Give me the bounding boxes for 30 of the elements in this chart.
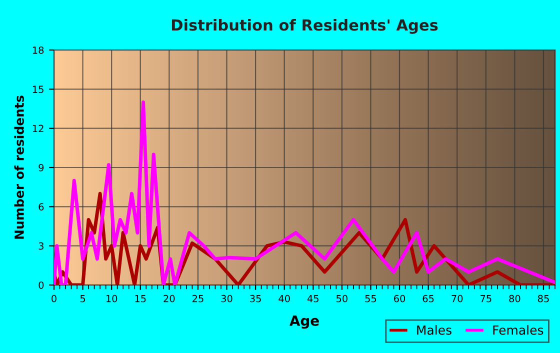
x-tick-label: 45: [307, 295, 318, 302]
y-tick-label: 6: [38, 203, 44, 210]
x-tick-label: 35: [250, 294, 261, 302]
x-tick-label: 20: [164, 294, 175, 302]
x-tick-label: 55: [365, 295, 376, 302]
y-tick-label: 3: [38, 242, 44, 250]
x-tick-label: 40: [278, 294, 290, 302]
y-tick-label: 9: [38, 164, 44, 172]
x-axis-title: Age: [290, 316, 319, 329]
x-tick-label: 25: [192, 294, 204, 302]
y-tick-label: 18: [32, 46, 44, 54]
y-tick-label: 12: [32, 124, 44, 132]
x-tick-label: 75: [480, 295, 492, 302]
legend-label: Males: [417, 325, 452, 335]
y-tick-label: 0: [38, 281, 44, 289]
x-tick-label: 10: [106, 294, 118, 302]
x-tick-label: 60: [394, 294, 406, 302]
x-tick-label: 0: [52, 294, 56, 302]
x-tick-label: 50: [336, 294, 348, 302]
x-tick-label: 80: [509, 294, 520, 302]
x-tick-label: 70: [452, 294, 463, 302]
y-axis-title: Number of residents: [14, 96, 24, 239]
x-tick-label: 15: [135, 295, 146, 302]
chart-title: Distribution of Residents' Ages: [172, 18, 438, 34]
y-tick-label: 15: [32, 86, 44, 93]
x-tick-label: 30: [221, 294, 232, 302]
x-tick-label: 65: [422, 294, 434, 302]
x-tick-label: 5: [80, 295, 86, 302]
legend-label: Females: [493, 325, 544, 335]
x-tick-label: 85: [538, 294, 549, 302]
